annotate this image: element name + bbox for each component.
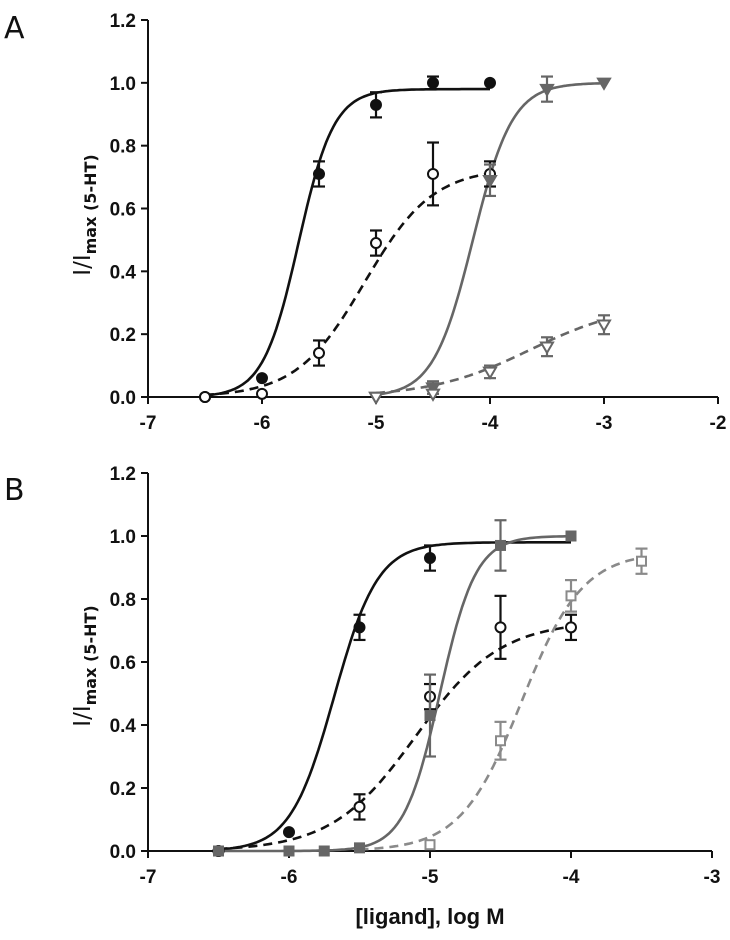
panel-b-data-point <box>353 621 366 634</box>
panel-b-data-point <box>495 539 506 551</box>
panel-b-x-tick-label: -6 <box>281 867 298 888</box>
panel-a-data-point <box>482 175 498 189</box>
panel-b-y-tick-label: 0.2 <box>110 779 136 800</box>
panel-b-data-point <box>283 826 295 839</box>
panel-a-data-point <box>427 167 439 180</box>
panel-b-data-point <box>424 552 436 565</box>
panel-a-series-3-fit-line <box>375 82 604 396</box>
panel-a-y-tick-label: 0.6 <box>110 200 136 221</box>
panel-a-y-tick-label: 0.2 <box>110 325 136 346</box>
panel-a-x-tick-label: -2 <box>710 413 727 434</box>
panel-b-data-point <box>565 621 577 634</box>
panel-b-label: B <box>4 473 25 508</box>
panel-a-data-point <box>427 76 439 89</box>
panel-b-data-point <box>636 555 647 567</box>
panel-a-data-point <box>256 372 268 385</box>
panel-b-x-axis-title: [ligand], log M <box>355 904 504 929</box>
panel-a-y-tick-label: 0.8 <box>110 137 136 158</box>
panel-a-data-point <box>199 391 211 403</box>
panel-b-data-point <box>318 845 330 857</box>
panel-a-x-tick-label: -7 <box>140 413 157 434</box>
panel-b-x-tick-label: -4 <box>563 867 580 888</box>
panel-a-y-tick-label: 0.0 <box>110 388 136 409</box>
panel-b-x-tick-label: -5 <box>422 867 439 888</box>
panel-b-x-tick-label: -7 <box>140 867 157 888</box>
panel-a-curves <box>204 82 605 397</box>
panel-a-data-point <box>370 98 382 111</box>
panel-a-data-point <box>482 366 498 380</box>
panel-b-data-point <box>424 710 436 722</box>
panel-b-y-tick-label: 0.6 <box>110 653 136 674</box>
panel-a-data-point <box>313 347 325 360</box>
panel-b-y-tick-label: 0.4 <box>110 716 137 737</box>
panel-b-data-point <box>213 845 224 857</box>
panel-a-x-tick-label: -6 <box>254 413 271 434</box>
panel-a-x-tick-label: -3 <box>596 413 613 434</box>
panel-a-data-point <box>370 237 382 250</box>
panel-b-data-point <box>354 842 365 854</box>
panel-a-y-tick-label: 0.4 <box>110 262 137 283</box>
panel-b-data-point <box>353 800 366 813</box>
panel-b-data-point <box>565 530 577 542</box>
panel-a-data-point <box>596 77 612 91</box>
panel-b-x-tick-label: -3 <box>704 867 721 888</box>
panel-a-data-point <box>313 167 325 180</box>
panel-a-data-point <box>425 382 441 396</box>
panel-b-y-tick-label: 0.8 <box>110 590 136 611</box>
panel-a-y-axis-title: I/Imax (5-HT) <box>70 154 100 275</box>
panel-a-data-point <box>596 319 612 333</box>
panel-a-x-tick-label: -4 <box>482 413 499 434</box>
panel-a-label: A <box>4 11 25 46</box>
panel-a-series-1-fit-line <box>204 87 490 397</box>
panel-a-data-point <box>368 391 384 405</box>
panel-a-data-point <box>539 341 555 355</box>
panel-a-y-tick-label: 1.0 <box>110 74 136 95</box>
panel-a-x-tick-label: -5 <box>368 413 385 434</box>
panel-a-data-point <box>256 387 268 400</box>
panel-b-series-3-fit-line <box>218 534 572 853</box>
panel-b-points <box>212 519 648 857</box>
panel-a-data-point <box>484 76 496 89</box>
panel-b-data-point <box>424 839 436 851</box>
panel-a: A 0.0 0.2 0.4 0.6 0.8 1.0 1.2 -7 -6 -5 -4 -3 -2 I/Im… <box>4 11 726 434</box>
panel-b-data-point <box>283 845 295 857</box>
panel-b-series-1-fit-line <box>218 541 571 851</box>
panel-b-series-2-fit-line <box>218 625 572 851</box>
panel-b-y-axis-title: I/Imax (5-HT) <box>70 605 100 726</box>
panel-a-y-tick-label: 1.2 <box>110 11 136 32</box>
panel-b-axes: 0.0 0.2 0.4 0.6 0.8 1.0 1.2 -7 -6 -5 -4 -3 <box>110 464 721 888</box>
panel-a-data-point <box>425 388 441 402</box>
panel-b: B 0.0 0.2 0.4 0.6 0.8 1.0 1.2 -7 -6 -5 -4 -3 I/Imax… <box>4 464 720 929</box>
panel-a-axes: 0.0 0.2 0.4 0.6 0.8 1.0 1.2 -7 -6 -5 -4 -3 -2 <box>110 11 727 434</box>
panel-b-data-point <box>495 735 506 747</box>
panel-a-series-2-fit-line <box>204 172 491 397</box>
panel-b-data-point <box>565 590 577 602</box>
panel-b-y-tick-label: 1.0 <box>110 527 136 548</box>
panel-b-data-point <box>494 621 507 634</box>
panel-a-series-4-fit-line <box>375 318 605 395</box>
panel-a-data-point <box>539 83 555 98</box>
panel-b-y-tick-label: 1.2 <box>110 464 136 485</box>
panel-a-points <box>199 75 612 405</box>
panel-b-y-tick-label: 0.0 <box>110 842 136 863</box>
